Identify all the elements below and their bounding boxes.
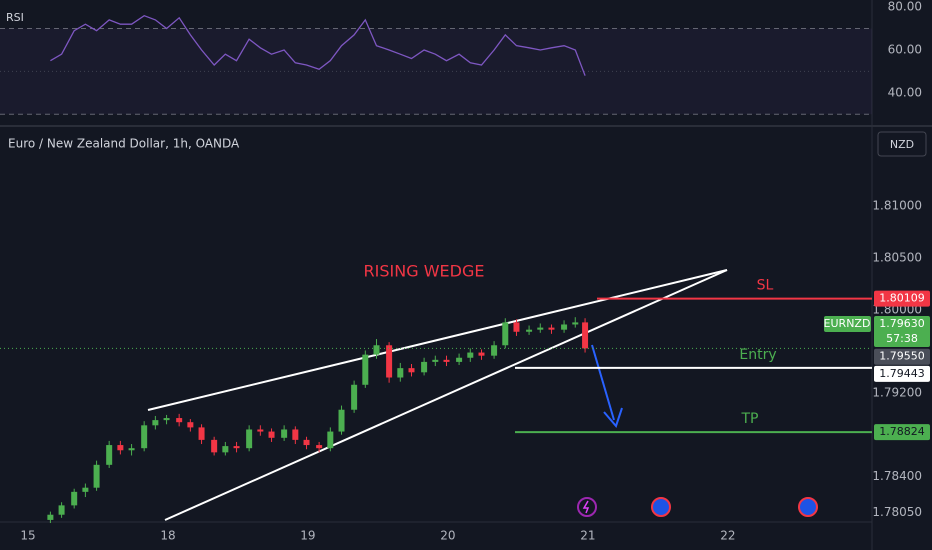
last-price-label: 1.79630 bbox=[879, 317, 925, 330]
event-icon-bolt bbox=[582, 500, 590, 514]
pattern-annotation: RISING WEDGE bbox=[364, 262, 485, 281]
rsi-tick-label: 40.00 bbox=[888, 85, 922, 99]
currency[interactable]: NZD bbox=[890, 138, 914, 151]
level-price-label: 1.79443 bbox=[879, 367, 925, 380]
candle-body bbox=[572, 322, 579, 325]
candle-body bbox=[71, 491, 78, 506]
level-price-label: 1.80109 bbox=[879, 292, 925, 305]
candle-body bbox=[222, 446, 229, 453]
candle-body bbox=[233, 446, 240, 449]
symbol-title: Euro / New Zealand Dollar, 1h, OANDA bbox=[8, 137, 240, 151]
symbol-label: EURNZD bbox=[824, 317, 871, 330]
candle-body bbox=[316, 445, 323, 449]
level-name: SL bbox=[757, 278, 774, 294]
arrow-head bbox=[603, 407, 623, 428]
candle-body bbox=[106, 445, 113, 465]
wedge-upper-line bbox=[147, 269, 728, 411]
symbol-box bbox=[824, 316, 871, 332]
candle-body bbox=[432, 359, 439, 362]
countdown: 57:38 bbox=[886, 332, 918, 345]
candle-body bbox=[351, 384, 358, 410]
y-tick-label: 1.79200 bbox=[872, 386, 922, 400]
candle-body bbox=[246, 429, 253, 449]
level-price-box bbox=[874, 290, 930, 307]
candle-body bbox=[152, 420, 159, 426]
candle-body bbox=[408, 368, 415, 373]
candle-body bbox=[456, 357, 463, 362]
currency-button[interactable] bbox=[877, 131, 927, 157]
wedge-lower-line bbox=[164, 269, 728, 521]
candle-body bbox=[478, 352, 485, 356]
candle-body bbox=[537, 327, 544, 330]
x-tick-label: 21 bbox=[580, 529, 595, 543]
level-price-box bbox=[874, 424, 930, 441]
candle-body bbox=[82, 487, 89, 492]
candle-body bbox=[292, 429, 299, 440]
candle-body bbox=[128, 448, 135, 451]
candle-body bbox=[163, 418, 170, 421]
candle-body bbox=[327, 431, 334, 449]
candle-body bbox=[491, 345, 498, 356]
rsi-label: RSI bbox=[6, 11, 24, 24]
y-tick-label: 1.80500 bbox=[872, 250, 922, 264]
level-price-box bbox=[874, 365, 930, 382]
candle-body bbox=[58, 505, 65, 515]
candle-body bbox=[373, 345, 380, 355]
y-tick-label: 1.78400 bbox=[872, 469, 922, 483]
eu-event-icon[interactable] bbox=[798, 497, 818, 517]
candle-body bbox=[467, 352, 474, 358]
rsi-band bbox=[0, 28, 872, 115]
x-tick-label: 15 bbox=[20, 529, 35, 543]
candle-body bbox=[548, 327, 555, 330]
candle-body bbox=[421, 361, 428, 373]
x-tick-label: 22 bbox=[720, 529, 735, 543]
candle-body bbox=[47, 514, 54, 520]
candle-body bbox=[561, 324, 568, 330]
candle-body bbox=[502, 322, 509, 346]
candle-body bbox=[198, 427, 205, 440]
candle-body bbox=[513, 322, 520, 332]
eu-event-icon[interactable] bbox=[651, 497, 671, 517]
candle-body bbox=[443, 359, 450, 362]
x-tick-label: 19 bbox=[300, 529, 315, 543]
x-tick-label: 18 bbox=[160, 529, 175, 543]
level-price-label: 1.78824 bbox=[879, 425, 925, 438]
level-name: Entry bbox=[739, 347, 776, 363]
y-tick-label: 1.81000 bbox=[872, 198, 922, 212]
rsi-tick-label: 80.00 bbox=[888, 0, 922, 14]
candle-body bbox=[93, 464, 100, 488]
candle-body bbox=[338, 409, 345, 432]
candle-body bbox=[141, 425, 148, 449]
event-icon[interactable] bbox=[577, 497, 597, 517]
candle-body bbox=[386, 345, 393, 378]
arrow-shaft bbox=[591, 344, 615, 421]
candle-body bbox=[211, 439, 218, 453]
rsi-tick-label: 60.00 bbox=[888, 42, 922, 56]
candle-body bbox=[187, 422, 194, 428]
candle-body bbox=[176, 418, 183, 423]
candle-body bbox=[281, 429, 288, 438]
x-tick-label: 20 bbox=[440, 529, 455, 543]
rsi-line bbox=[50, 14, 586, 76]
candle-body bbox=[526, 329, 533, 332]
marker-box bbox=[874, 348, 930, 365]
y-tick-label: 1.78050 bbox=[872, 505, 922, 519]
last-price-box bbox=[874, 316, 930, 347]
candle-body bbox=[268, 431, 275, 438]
marker-label: 1.79550 bbox=[879, 350, 925, 363]
candle-body bbox=[303, 439, 310, 446]
level-name: TP bbox=[741, 411, 759, 427]
candle-body bbox=[397, 368, 404, 378]
candle-body bbox=[362, 354, 369, 385]
candle-body bbox=[582, 322, 589, 349]
candle-body bbox=[257, 429, 264, 432]
candle-body bbox=[117, 445, 124, 451]
